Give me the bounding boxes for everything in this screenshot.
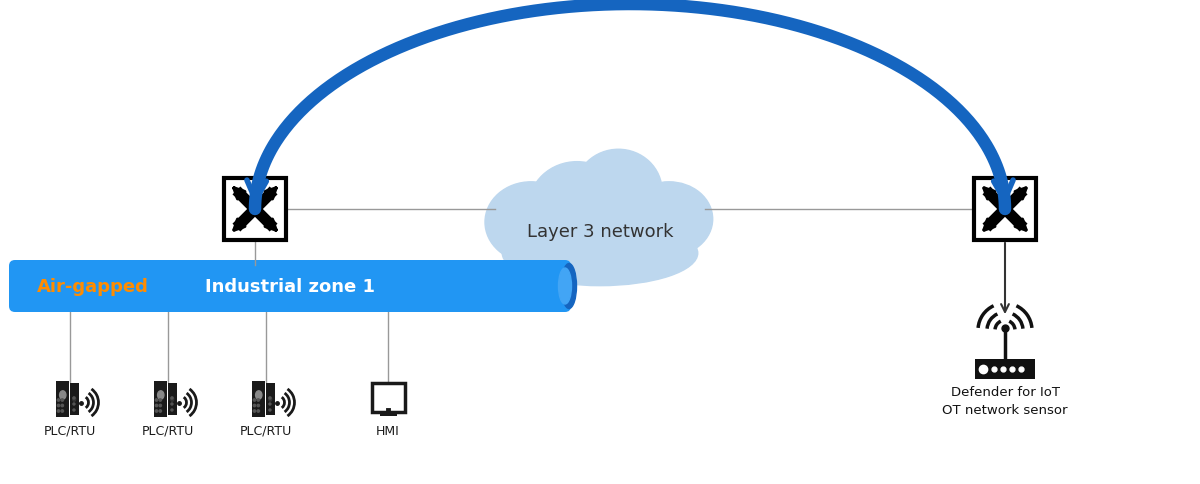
Ellipse shape [562, 264, 576, 309]
Ellipse shape [73, 397, 76, 401]
FancyBboxPatch shape [372, 383, 404, 412]
Circle shape [58, 405, 60, 407]
Circle shape [170, 403, 173, 405]
Circle shape [73, 403, 74, 405]
Circle shape [170, 397, 173, 399]
Ellipse shape [503, 221, 697, 286]
Circle shape [61, 410, 64, 412]
Ellipse shape [514, 187, 686, 268]
Ellipse shape [625, 182, 713, 257]
Circle shape [253, 405, 256, 407]
Text: HMI: HMI [376, 424, 400, 437]
Text: PLC/RTU: PLC/RTU [239, 424, 292, 437]
Ellipse shape [157, 391, 164, 399]
Ellipse shape [529, 162, 625, 252]
FancyBboxPatch shape [56, 381, 70, 417]
Circle shape [155, 405, 157, 407]
Text: Layer 3 network: Layer 3 network [527, 223, 673, 241]
Circle shape [269, 397, 271, 399]
Text: Defender for IoT
OT network sensor: Defender for IoT OT network sensor [942, 385, 1068, 416]
Circle shape [160, 399, 162, 401]
FancyBboxPatch shape [70, 384, 78, 415]
Text: Industrial zone 1: Industrial zone 1 [205, 277, 374, 295]
Circle shape [61, 399, 64, 401]
Text: PLC/RTU: PLC/RTU [142, 424, 193, 437]
Text: Air-gapped: Air-gapped [37, 277, 149, 295]
FancyBboxPatch shape [10, 260, 571, 312]
FancyBboxPatch shape [266, 384, 275, 415]
Circle shape [257, 410, 259, 412]
Ellipse shape [269, 397, 271, 401]
Circle shape [160, 410, 162, 412]
Circle shape [58, 410, 60, 412]
Circle shape [58, 399, 60, 401]
Ellipse shape [60, 391, 66, 399]
FancyBboxPatch shape [974, 179, 1036, 241]
FancyBboxPatch shape [224, 179, 286, 241]
Circle shape [73, 409, 74, 411]
Circle shape [269, 403, 271, 405]
Circle shape [253, 399, 256, 401]
Circle shape [155, 399, 157, 401]
Circle shape [257, 399, 259, 401]
Circle shape [269, 409, 271, 411]
Ellipse shape [485, 182, 577, 263]
Circle shape [73, 397, 74, 399]
Circle shape [155, 410, 157, 412]
Circle shape [170, 409, 173, 411]
Circle shape [253, 410, 256, 412]
FancyBboxPatch shape [155, 381, 167, 417]
Ellipse shape [256, 391, 262, 399]
FancyBboxPatch shape [168, 384, 176, 415]
Circle shape [257, 405, 259, 407]
Text: PLC/RTU: PLC/RTU [43, 424, 96, 437]
FancyBboxPatch shape [379, 410, 396, 416]
Ellipse shape [170, 397, 174, 401]
FancyBboxPatch shape [976, 360, 1036, 379]
Ellipse shape [558, 269, 571, 304]
FancyBboxPatch shape [252, 381, 265, 417]
Ellipse shape [575, 150, 662, 233]
Circle shape [160, 405, 162, 407]
Circle shape [61, 405, 64, 407]
